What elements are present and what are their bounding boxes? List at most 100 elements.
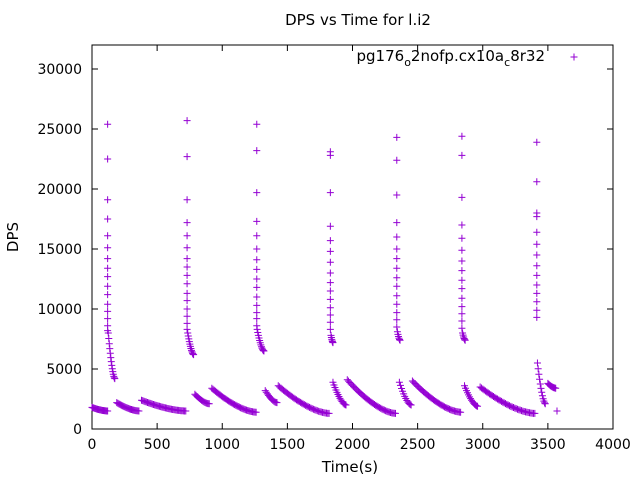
data-point (458, 257, 466, 265)
data-point (326, 318, 334, 326)
data-point (533, 313, 541, 321)
data-point (393, 323, 401, 331)
plot-frame (91, 44, 614, 430)
data-point (183, 219, 191, 227)
data-point (393, 245, 401, 253)
data-point (183, 263, 191, 271)
data-point (393, 292, 401, 300)
data-point (393, 274, 401, 282)
data-point (183, 312, 191, 320)
data-point (458, 310, 466, 318)
data-point (536, 375, 544, 383)
data-point (326, 237, 334, 245)
data-point (104, 264, 112, 272)
data-point (393, 282, 401, 290)
data-point (253, 120, 261, 128)
data-point (326, 279, 334, 287)
data-point (104, 329, 112, 337)
data-point (253, 217, 261, 225)
data-point (391, 409, 399, 417)
data-point (326, 189, 334, 197)
data-point (398, 384, 406, 392)
data-point (253, 245, 261, 253)
x-tick-label: 2000 (335, 437, 371, 453)
data-point (107, 358, 115, 366)
data-point (253, 309, 261, 317)
plot-border (91, 44, 614, 430)
data-point (184, 332, 192, 340)
y-tick-label: 10000 (37, 302, 82, 318)
data-point (273, 399, 281, 407)
data-point (182, 407, 190, 415)
x-tick-label: 1500 (270, 437, 306, 453)
data-point (183, 325, 191, 333)
data-point (458, 132, 466, 140)
data-point (326, 304, 334, 312)
data-point (104, 120, 112, 128)
data-point (183, 117, 191, 125)
data-point (104, 315, 112, 323)
data-point (396, 336, 404, 344)
data-point (205, 400, 213, 408)
data-point (253, 275, 261, 283)
data-point (104, 244, 112, 252)
data-point (253, 232, 261, 240)
data-point (458, 246, 466, 254)
y-tick-label: 0 (73, 422, 82, 438)
data-point (253, 325, 261, 333)
data-point (187, 346, 195, 354)
data-point (104, 232, 112, 240)
legend: pg176o2nofp.cx10ac8r32 (357, 47, 578, 69)
y-axis: 0 5000 10000 15000 20000 25000 30000 (37, 62, 613, 438)
data-point (533, 240, 541, 248)
data-point (457, 408, 465, 416)
data-point (183, 305, 191, 313)
data-point (183, 255, 191, 263)
data-point (536, 380, 544, 388)
data-point (326, 269, 334, 277)
data-point (458, 193, 466, 201)
x-tick-label: 4000 (595, 437, 631, 453)
data-point (534, 365, 542, 373)
data-point (474, 402, 482, 410)
data-point (105, 334, 113, 342)
data-point (533, 178, 541, 186)
data-point (533, 138, 541, 146)
data-point (535, 370, 543, 378)
y-tick-label: 25000 (37, 122, 82, 138)
data-point (533, 281, 541, 289)
data-point (533, 289, 541, 297)
x-tick-label: 1000 (204, 437, 240, 453)
data-point (108, 361, 116, 369)
data-point (104, 407, 112, 415)
x-tick-label: 500 (144, 437, 171, 453)
data-point (257, 343, 265, 351)
data-points (88, 117, 561, 417)
data-point (326, 222, 334, 230)
data-point (393, 300, 401, 308)
chart-title: DPS vs Time for l.i2 (285, 11, 431, 29)
data-point (135, 407, 143, 415)
data-point (395, 378, 403, 386)
data-point (111, 375, 119, 383)
data-point (110, 374, 118, 382)
data-point (553, 407, 561, 415)
data-point (458, 303, 466, 311)
data-point (342, 401, 350, 409)
data-point (106, 349, 114, 357)
data-point (253, 315, 261, 323)
x-tick-label: 0 (88, 437, 97, 453)
data-point (183, 244, 191, 252)
data-point (183, 280, 191, 288)
data-point (395, 334, 403, 342)
data-point (106, 345, 114, 353)
data-point (533, 306, 541, 314)
data-point (458, 234, 466, 242)
y-axis-label: DPS (4, 222, 22, 252)
data-point (104, 300, 112, 308)
data-point (460, 335, 468, 343)
data-point (396, 381, 404, 389)
y-tick-label: 30000 (37, 62, 82, 78)
data-point (105, 340, 113, 348)
data-point (253, 301, 261, 309)
